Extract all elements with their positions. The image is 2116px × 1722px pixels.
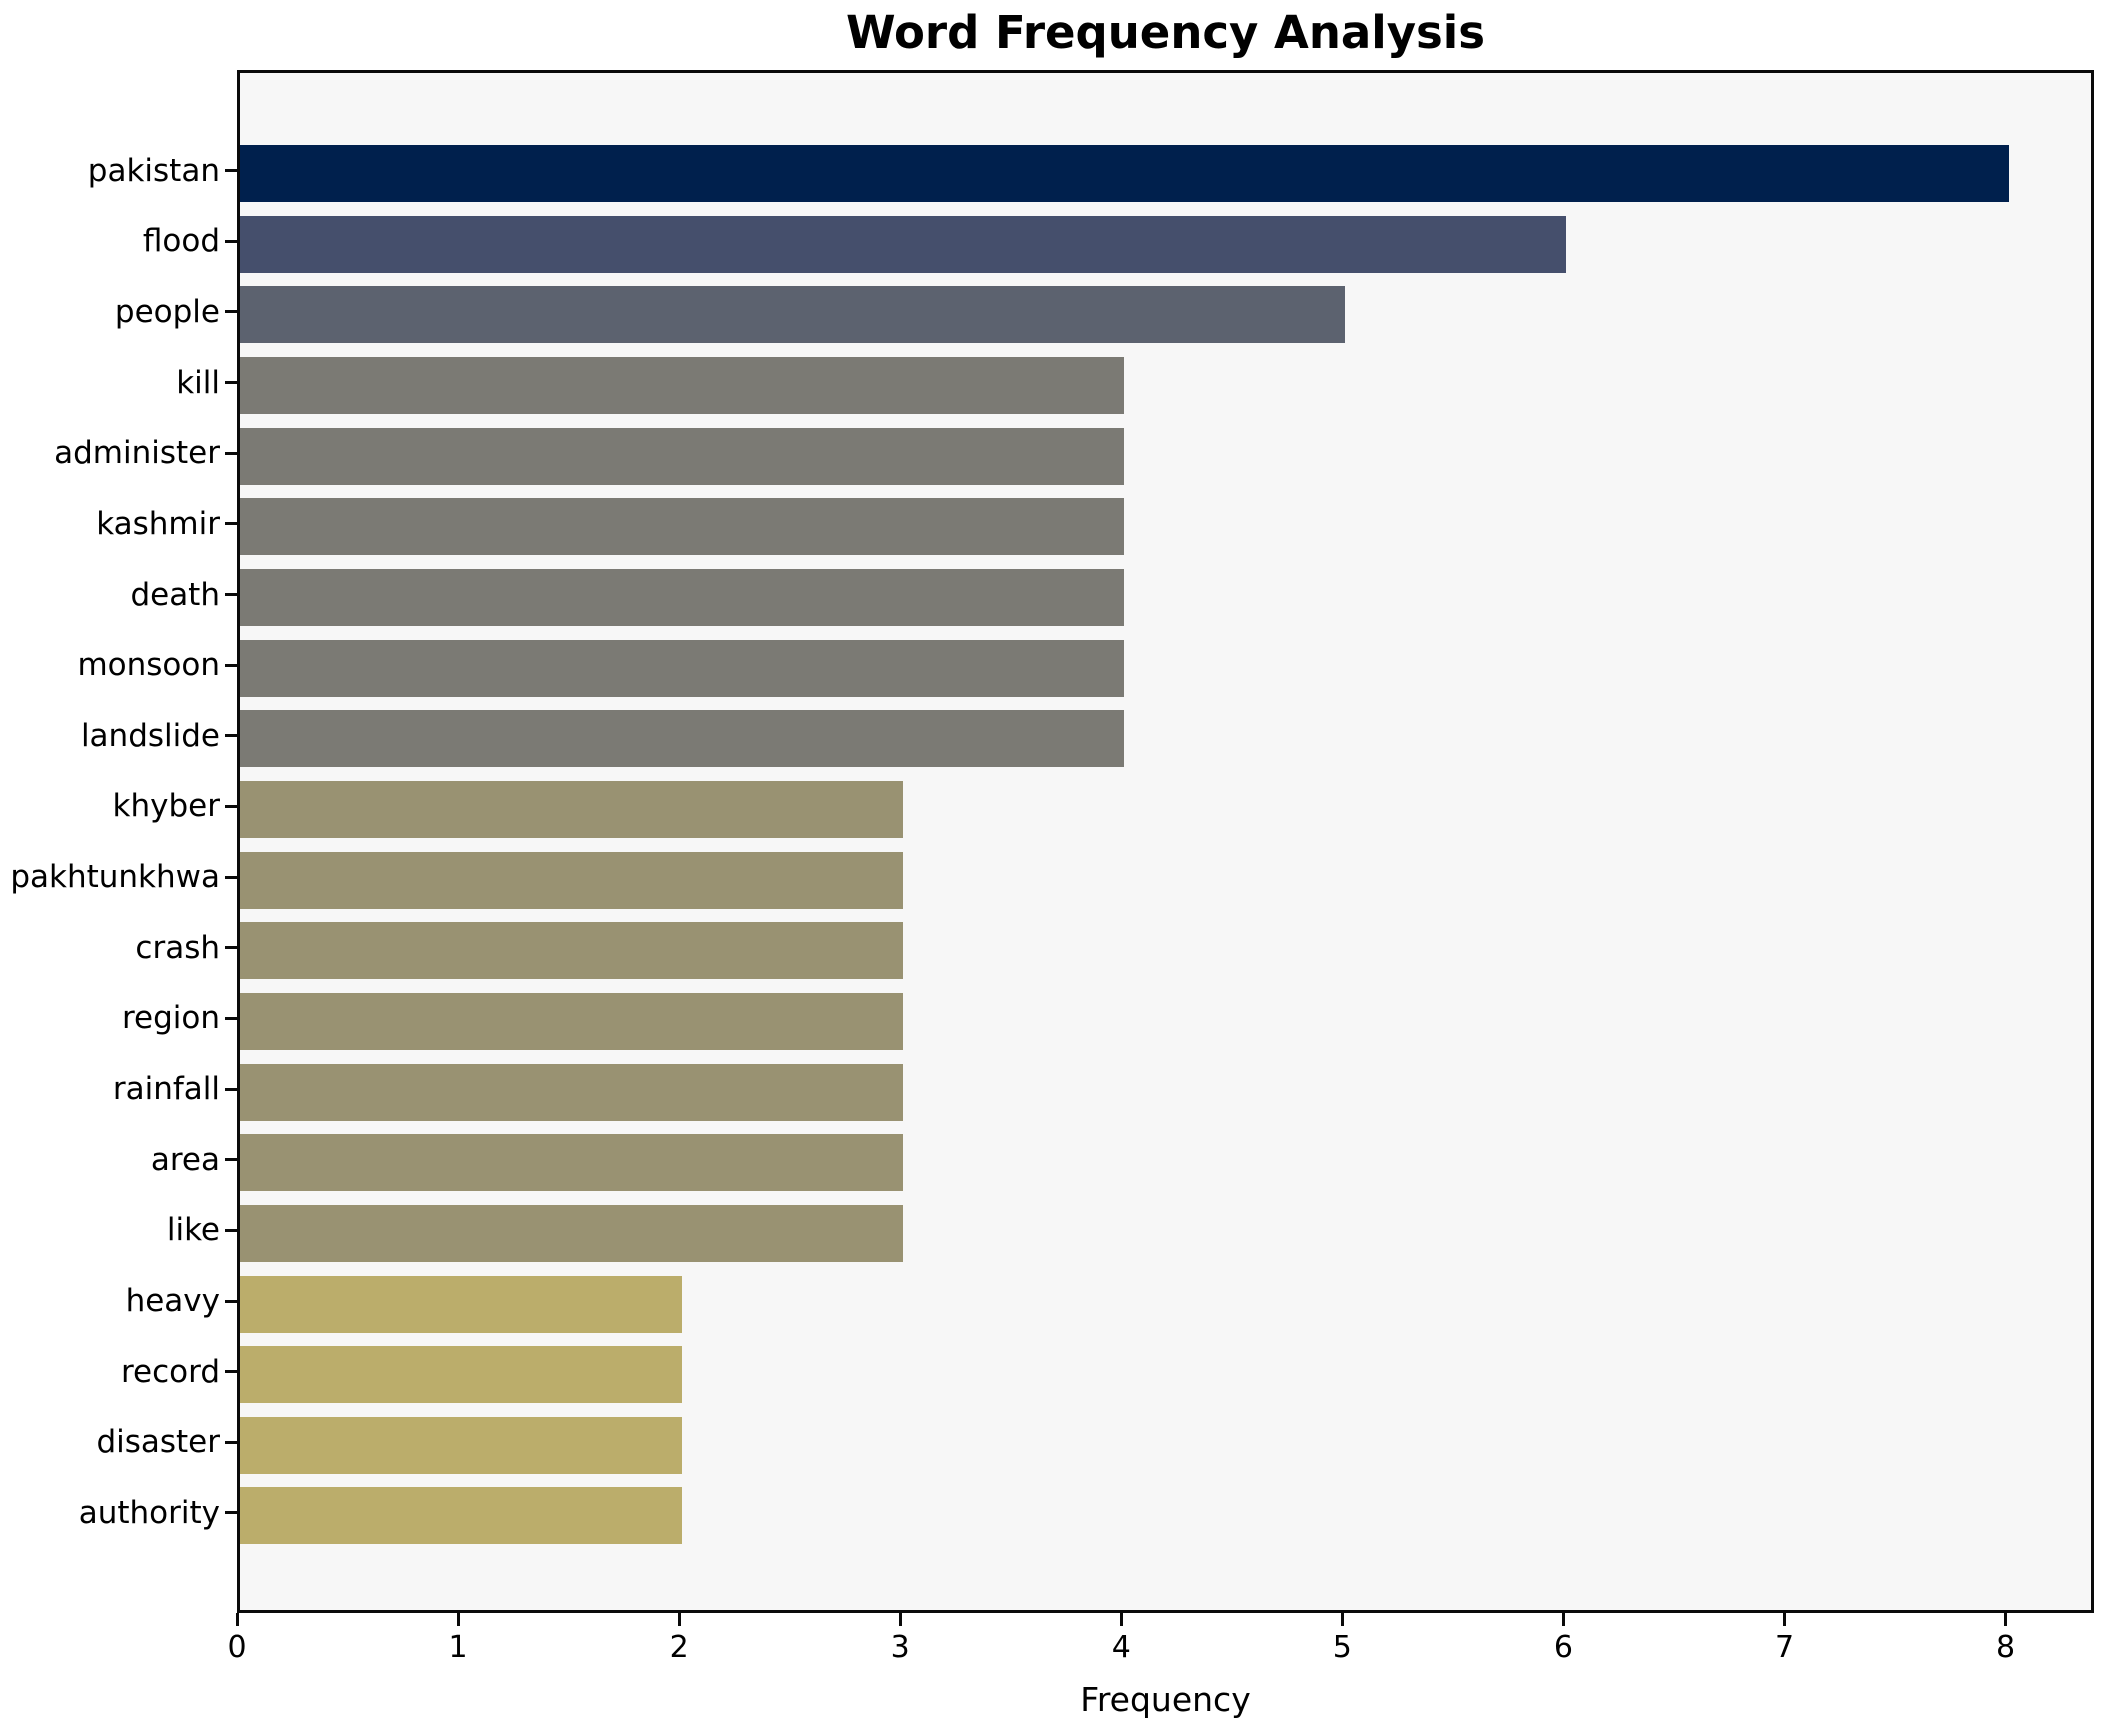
y-tick-mark <box>225 381 237 385</box>
bar <box>240 286 1346 344</box>
x-tick-label: 4 <box>1111 1630 1131 1665</box>
y-tick-label: death <box>130 576 220 613</box>
y-tick-mark <box>225 1299 237 1303</box>
y-tick-label: like <box>166 1212 220 1249</box>
x-tick-mark <box>1561 1613 1565 1626</box>
y-tick-label: authority <box>78 1494 220 1531</box>
y-tick-label: landslide <box>80 717 220 754</box>
x-tick-label: 1 <box>448 1630 468 1665</box>
bar <box>240 357 1125 415</box>
bar <box>240 215 1567 273</box>
y-tick-mark <box>225 1158 237 1162</box>
chart-title: Word Frequency Analysis <box>845 6 1486 59</box>
x-tick-label: 8 <box>1996 1630 2016 1665</box>
y-tick-mark <box>225 169 237 173</box>
y-tick-label: monsoon <box>77 647 220 684</box>
y-tick-mark <box>225 1087 237 1091</box>
y-tick-mark <box>225 663 237 667</box>
bar <box>240 780 904 838</box>
bar <box>240 1204 904 1262</box>
x-tick-label: 7 <box>1774 1630 1795 1665</box>
y-tick-mark <box>225 451 237 455</box>
y-tick-mark <box>225 522 237 526</box>
y-tick-label: flood <box>142 223 220 260</box>
y-tick-mark <box>225 1228 237 1232</box>
y-tick-label: pakistan <box>87 152 220 189</box>
x-tick-mark <box>2004 1613 2008 1626</box>
bar <box>240 569 1125 626</box>
y-tick-mark <box>225 239 237 243</box>
x-tick-label: 5 <box>1332 1630 1352 1665</box>
y-tick-mark <box>225 310 237 314</box>
y-tick-mark <box>225 1370 237 1374</box>
x-tick-mark <box>235 1613 239 1626</box>
x-tick-mark <box>677 1613 681 1626</box>
bar <box>240 145 2009 203</box>
bar <box>240 851 904 909</box>
x-tick-label: 6 <box>1553 1630 1573 1665</box>
y-tick-label: region <box>121 1000 220 1037</box>
y-tick-label: crash <box>135 929 220 966</box>
bar <box>240 992 904 1050</box>
bar <box>240 1063 904 1121</box>
x-tick-mark <box>1119 1613 1123 1626</box>
bar <box>240 1487 683 1545</box>
y-tick-label: pakhtunkhwa <box>10 859 220 896</box>
y-tick-label: kill <box>176 364 220 401</box>
bar <box>240 427 1125 485</box>
y-tick-label: record <box>120 1353 220 1390</box>
bar <box>240 1134 904 1192</box>
x-tick-mark <box>898 1613 902 1626</box>
x-tick-label: 2 <box>669 1630 689 1665</box>
bar <box>240 1275 683 1333</box>
y-tick-mark <box>225 1511 237 1515</box>
y-tick-label: kashmir <box>96 505 220 542</box>
x-tick-mark <box>1340 1613 1344 1626</box>
x-tick-label: 3 <box>890 1630 910 1665</box>
y-tick-label: people <box>114 293 220 330</box>
y-tick-label: disaster <box>96 1424 220 1461</box>
x-tick-mark <box>1783 1613 1786 1626</box>
x-tick-label: 0 <box>227 1630 247 1665</box>
y-tick-mark <box>225 593 237 596</box>
bar <box>240 922 904 980</box>
plot-area <box>237 70 2094 1613</box>
bar <box>240 498 1125 556</box>
y-tick-label: rainfall <box>112 1071 220 1108</box>
y-tick-mark <box>225 1440 237 1444</box>
y-tick-mark <box>225 734 237 738</box>
y-tick-mark <box>225 875 237 879</box>
bar <box>240 710 1125 768</box>
x-axis-label: Frequency <box>1080 1680 1251 1719</box>
y-tick-label: khyber <box>112 788 220 825</box>
bar <box>240 1416 683 1474</box>
bar <box>240 639 1125 697</box>
y-tick-mark <box>225 946 237 950</box>
y-tick-mark <box>225 1016 237 1020</box>
y-tick-label: area <box>150 1141 220 1178</box>
y-tick-label: heavy <box>125 1283 220 1319</box>
y-tick-label: administer <box>54 435 220 472</box>
x-tick-mark <box>456 1613 460 1626</box>
bar <box>240 1346 683 1404</box>
y-tick-mark <box>225 804 237 808</box>
